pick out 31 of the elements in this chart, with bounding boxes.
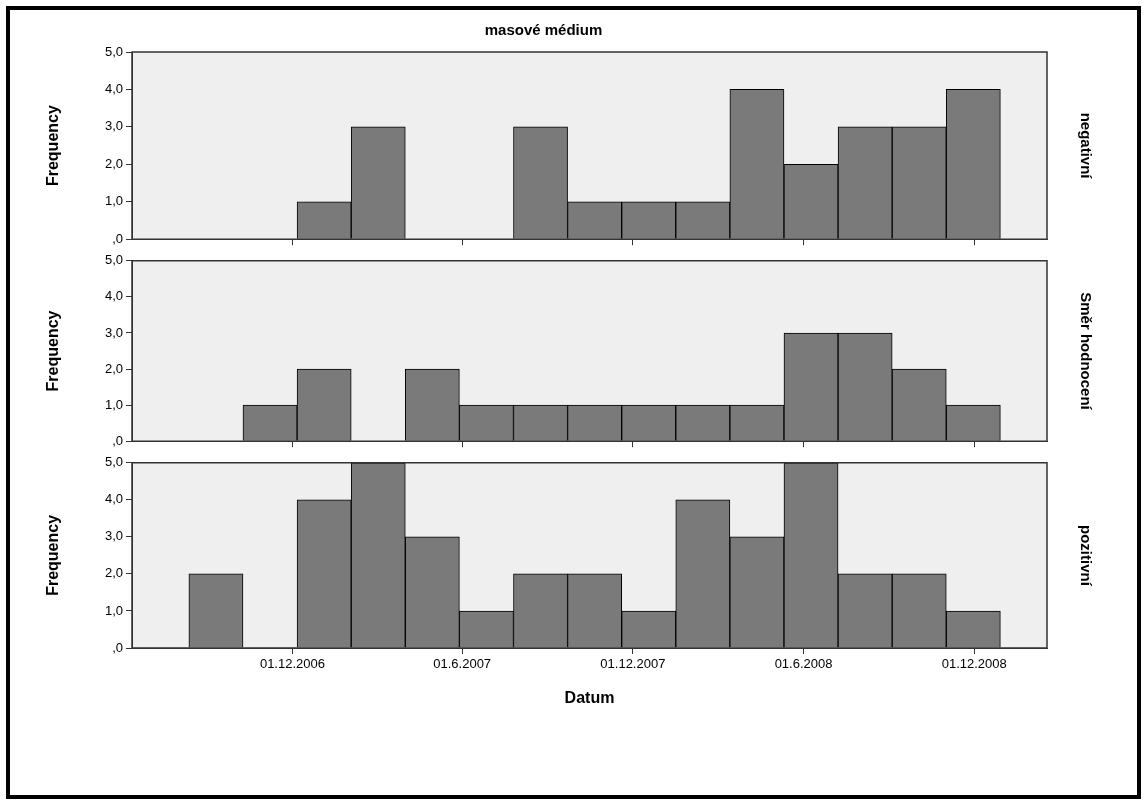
x-tick-label: 01.6.2007 <box>433 656 492 672</box>
y-tick-label: 5,0 <box>104 454 123 470</box>
x-tick-label: 01.12.2006 <box>259 656 325 672</box>
x-axis-title: Datum <box>564 688 615 706</box>
y-tick-label: 1,0 <box>104 602 123 618</box>
x-tick-label: 01.12.2007 <box>600 656 666 672</box>
y2-axis-title: pozitivní <box>1077 524 1095 587</box>
y-tick-label: 1,0 <box>104 396 123 412</box>
y-tick-label: ,0 <box>112 230 123 246</box>
y-tick-label: 4,0 <box>104 288 123 304</box>
y-tick-label: 2,0 <box>104 565 123 581</box>
y-axis-title: Frequency <box>44 310 62 392</box>
y-tick-label: 4,0 <box>104 81 123 97</box>
y-tick-label: 4,0 <box>104 491 123 507</box>
y2-axis-title: Směr hodnocení <box>1077 292 1095 411</box>
y-tick-label: ,0 <box>112 639 123 655</box>
y-tick-label: 2,0 <box>104 155 123 171</box>
y-tick-label: 3,0 <box>104 118 123 134</box>
y-tick-label: ,0 <box>112 432 123 448</box>
y-tick-label: 3,0 <box>104 528 123 544</box>
x-tick-label: 01.6.2008 <box>774 656 833 672</box>
y-tick-label: 2,0 <box>104 360 123 376</box>
chart-title: masové médium <box>484 21 603 39</box>
y-axis-title: Frequency <box>44 105 62 187</box>
y-tick-label: 3,0 <box>104 324 123 340</box>
y-tick-label: 5,0 <box>104 43 123 59</box>
y-tick-label: 5,0 <box>104 252 123 268</box>
y-tick-label: 1,0 <box>104 193 123 209</box>
y-axis-title: Frequency <box>44 514 62 596</box>
x-tick-label: 01.12.2008 <box>941 656 1007 672</box>
y2-axis-title: negativní <box>1077 112 1095 180</box>
